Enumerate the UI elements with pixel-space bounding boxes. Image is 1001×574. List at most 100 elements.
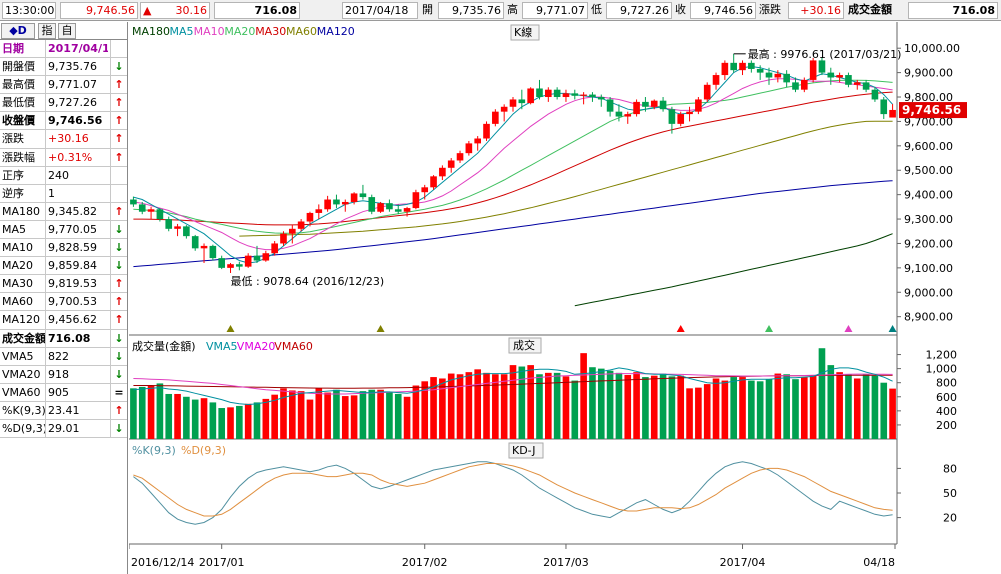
volume-bar: [562, 376, 570, 439]
candle-body: [659, 100, 667, 110]
candle-body: [377, 203, 384, 212]
ma180-line: [574, 233, 893, 307]
volume-bar: [871, 375, 879, 439]
info-label: %K(9,3): [2, 401, 46, 419]
info-row: %D(9,3) 29.01 ↓: [0, 419, 127, 439]
tab-custom[interactable]: 自: [58, 23, 76, 39]
date-tick-label: 04/18: [863, 556, 895, 569]
candle-body: [686, 111, 693, 115]
tab-day[interactable]: ◆D: [1, 23, 35, 39]
tab-index[interactable]: 指: [38, 23, 56, 39]
candle-body: [262, 253, 270, 261]
kline-title-box: [510, 24, 540, 41]
volume-bar: [836, 372, 843, 439]
candle-body: [836, 75, 843, 78]
volume-bar: [271, 394, 278, 439]
candle-body: [324, 199, 331, 210]
candle-body: [571, 93, 579, 96]
up-arrow-icon: ↑: [110, 148, 127, 166]
info-value: 822: [48, 349, 69, 363]
kd-tick-label: 20: [943, 512, 957, 525]
candle-body: [394, 209, 402, 212]
price-tick-label: 9,400.00: [904, 189, 953, 202]
vma5-line: [133, 367, 893, 406]
volume-bar: [677, 375, 685, 439]
volume-bar: [474, 369, 481, 439]
volume-bar: [324, 392, 331, 439]
candle-body: [183, 226, 190, 237]
volume-bar: [712, 378, 720, 439]
last-price: 9,746.56: [60, 2, 138, 19]
volume-bar: [412, 385, 420, 439]
volume-bar: [536, 374, 543, 439]
info-row: MA120 9,456.62 ↑: [0, 311, 127, 330]
info-value: 9,828.59: [48, 241, 97, 255]
blank-icon: [110, 40, 127, 58]
candle-body: [209, 245, 217, 259]
change-value: ▲ 30.16: [140, 2, 210, 19]
info-label: MA10: [2, 239, 46, 257]
info-value: 9,456.62: [48, 313, 97, 327]
price-tick-label: 9,300.00: [904, 213, 953, 226]
candle-body: [227, 264, 234, 268]
info-value: 240: [48, 168, 69, 182]
volume-bar: [333, 389, 340, 439]
volume-bar: [447, 373, 455, 439]
candle-body: [677, 114, 685, 124]
candle-body: [889, 109, 896, 118]
up-arrow-icon: ↑: [110, 76, 127, 94]
candle-body: [341, 201, 349, 205]
ma10-line: [133, 78, 893, 251]
volume-bar: [191, 399, 199, 439]
info-value: 918: [48, 367, 69, 381]
info-row: MA20 9,859.84 ↓: [0, 257, 127, 276]
candle-body: [130, 199, 137, 205]
volume-bar: [545, 372, 552, 439]
info-row: %K(9,3) 23.41 ↑: [0, 401, 127, 420]
info-value: 9,735.76: [48, 60, 97, 74]
ma5-line: [133, 65, 893, 264]
candle-body: [721, 62, 729, 76]
stock-chart[interactable]: 10,000.00 9,900.00 9,800.00 9,700.00 9,600.0…: [129, 22, 1001, 574]
volume-bar: [289, 390, 296, 439]
candle-body: [862, 82, 870, 90]
price-tick-label: 9,900.00: [904, 67, 953, 80]
candle-body: [147, 209, 155, 212]
volume-bar: [853, 378, 861, 439]
candle-body: [280, 233, 287, 244]
candle-body: [774, 73, 782, 78]
candle-body: [439, 167, 446, 177]
candle-body: [218, 258, 225, 268]
candle-body: [447, 160, 455, 168]
volume-bar: [606, 370, 614, 439]
candle-body: [500, 106, 508, 112]
signal-triangle-icon: [226, 325, 235, 332]
volume-bar: [227, 407, 234, 439]
volume-bar: [801, 377, 808, 439]
kd-title: KD-J: [512, 444, 536, 457]
info-row: MA60 9,700.53 ↑: [0, 293, 127, 312]
chart-background: [129, 22, 1001, 574]
signal-triangle-icon: [844, 325, 853, 332]
candle-body: [456, 153, 464, 161]
candle-body: [615, 111, 623, 117]
volume-bar: [483, 372, 490, 439]
candle-body: [492, 111, 499, 124]
ma60-line: [239, 120, 893, 237]
close-value: 9,746.56: [690, 2, 756, 19]
info-value: 9,771.07: [48, 78, 97, 92]
volume-bar: [244, 403, 252, 439]
candle-body: [483, 123, 490, 139]
volume-bar: [721, 380, 729, 439]
volume-bar: [465, 372, 473, 439]
candle-body: [333, 199, 340, 205]
kd-legend-d: %D(9,3): [181, 444, 226, 457]
info-row: MA180 9,345.82 ↑: [0, 202, 127, 221]
down-arrow-icon: ↓: [110, 257, 127, 275]
down-arrow-icon: ↓: [110, 58, 127, 76]
info-row: MA30 9,819.53 ↑: [0, 275, 127, 294]
info-panel: ◆D 指 自 日期2017/04/18開盤價9,735.76↓最高價9,771.…: [0, 22, 128, 574]
price-tick-label: 9,200.00: [904, 237, 953, 250]
date-tick-label: 2017/03: [543, 556, 589, 569]
